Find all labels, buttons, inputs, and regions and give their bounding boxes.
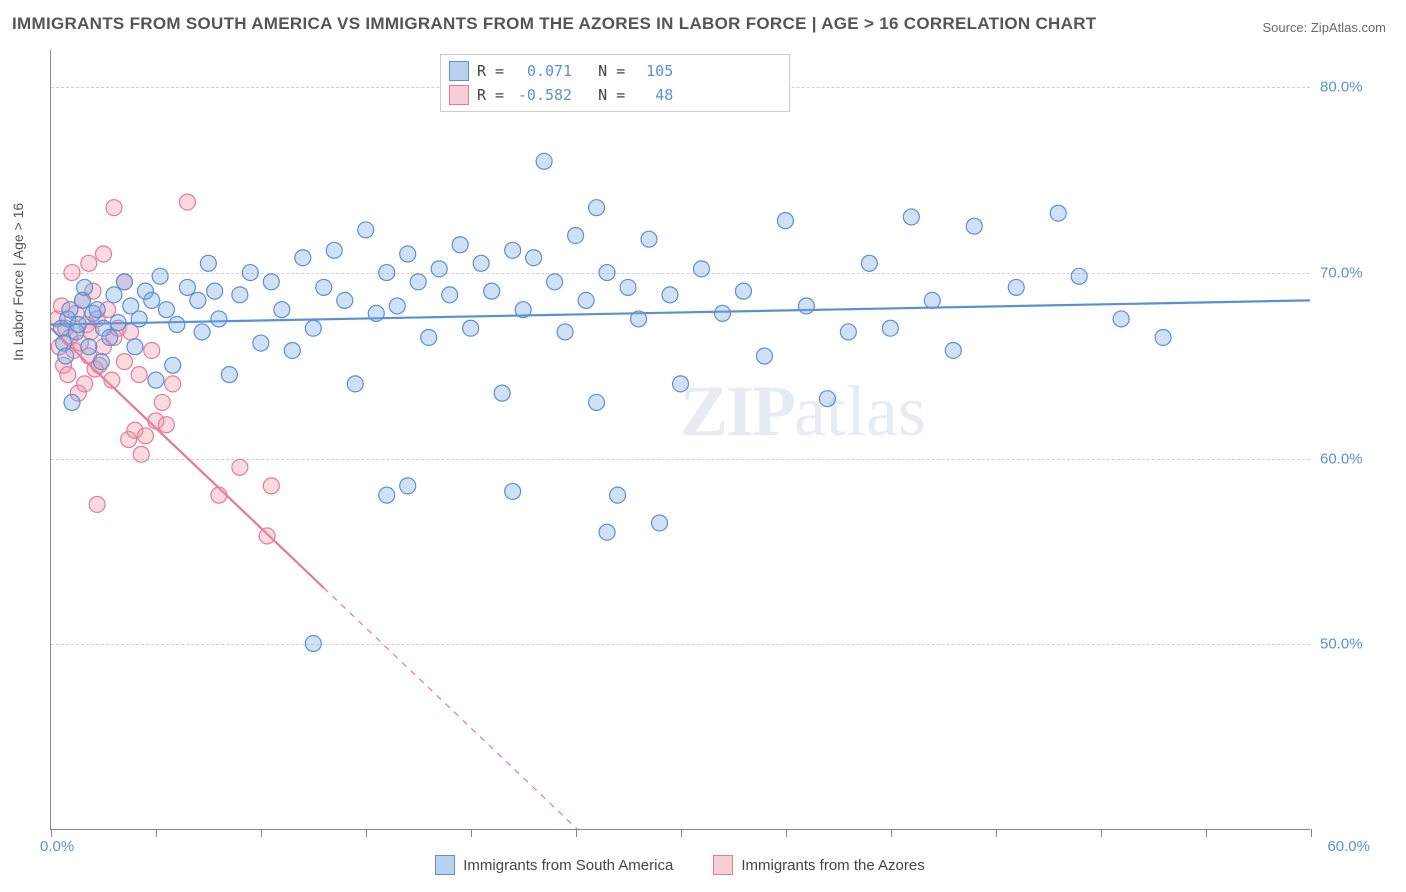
x-tick — [891, 829, 892, 837]
x-tick — [1206, 829, 1207, 837]
legend-swatch — [435, 855, 455, 875]
y-tick-label: 60.0% — [1320, 450, 1390, 467]
x-label-min: 0.0% — [40, 838, 74, 855]
legend-series-label: Immigrants from the Azores — [741, 857, 924, 874]
legend-series-label: Immigrants from South America — [463, 857, 673, 874]
x-tick — [51, 829, 52, 837]
x-tick — [681, 829, 682, 837]
legend-swatch — [713, 855, 733, 875]
y-tick-label: 70.0% — [1320, 264, 1390, 281]
x-tick — [366, 829, 367, 837]
x-tick — [786, 829, 787, 837]
x-tick — [156, 829, 157, 837]
legend-swatch — [449, 85, 469, 105]
plot-area: 50.0%60.0%70.0%80.0% — [50, 50, 1310, 830]
chart-title: IMMIGRANTS FROM SOUTH AMERICA VS IMMIGRA… — [12, 14, 1096, 34]
x-tick — [471, 829, 472, 837]
legend-swatch — [449, 61, 469, 81]
correlation-legend: R = 0.071 N = 105R = -0.582 N = 48 — [440, 54, 790, 112]
x-tick — [261, 829, 262, 837]
source-attribution: Source: ZipAtlas.com — [1262, 20, 1386, 35]
legend-series-item: Immigrants from the Azores — [713, 855, 924, 875]
series-legend: Immigrants from South America Immigrants … — [50, 855, 1310, 875]
x-tick — [996, 829, 997, 837]
legend-stat-row: R = -0.582 N = 48 — [449, 83, 781, 107]
y-tick-label: 80.0% — [1320, 79, 1390, 96]
y-tick-label: 50.0% — [1320, 636, 1390, 653]
x-tick — [576, 829, 577, 837]
y-axis-title: In Labor Force | Age > 16 — [10, 203, 26, 361]
x-label-max: 60.0% — [1327, 838, 1370, 855]
legend-series-item: Immigrants from South America — [435, 855, 673, 875]
x-tick — [1101, 829, 1102, 837]
chart-svg — [51, 50, 1310, 829]
legend-stat-row: R = 0.071 N = 105 — [449, 59, 781, 83]
x-tick — [1311, 829, 1312, 837]
